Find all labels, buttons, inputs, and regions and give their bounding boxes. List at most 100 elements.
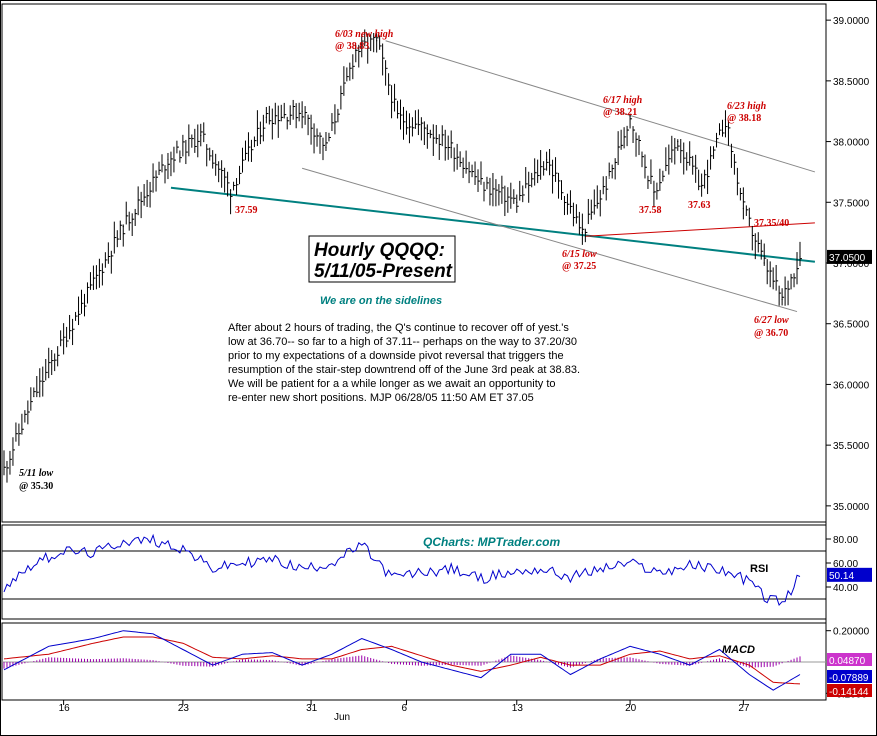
trendline	[170, 186, 816, 263]
price-point	[701, 185, 703, 188]
macd-label: MACD	[722, 644, 755, 656]
x-month-label: Jun	[334, 712, 350, 723]
price-point	[608, 177, 610, 179]
price-y-tick-label: 36.0000	[833, 380, 870, 391]
annotation-37-35-40: 37.35/40	[754, 218, 789, 229]
rsi-line	[3, 533, 801, 606]
commentary-line-4: resumption of the stair-step downtrend o…	[228, 364, 580, 376]
price-point	[677, 140, 679, 143]
price-point	[763, 262, 765, 264]
annotation-6-27-low-value: @ 36.70	[754, 328, 788, 339]
annotation-6-17-high: 6/17 high	[603, 95, 643, 106]
annotation-6-15-low-value: @ 37.25	[562, 261, 596, 272]
x-tick-label: 31	[306, 703, 318, 714]
rsi-y-tick-label: 60.00	[833, 559, 858, 570]
price-point	[376, 40, 378, 42]
macd-value-box	[827, 670, 872, 683]
last-price-box	[827, 249, 872, 264]
price-y-tick-label: 38.0000	[833, 138, 870, 149]
price-y-tick-label: 39.0000	[833, 16, 870, 27]
annotation-6-15-low: 6/15 low	[562, 249, 597, 260]
x-tick-label: 13	[512, 703, 524, 714]
status-note: We are on the sidelines	[320, 295, 442, 307]
price-y-tick-label: 35.0000	[833, 502, 870, 513]
price-y-tick-label: 37.0000	[833, 259, 870, 270]
price-point	[200, 134, 202, 137]
price-point	[581, 232, 583, 234]
commentary-line-2: low at 36.70-- so far to a high of 37.11…	[228, 336, 577, 348]
watermark: QCharts: MPTrader.com	[423, 535, 560, 549]
trendline	[301, 167, 798, 313]
annotation-6-27-low: 6/27 low	[754, 315, 789, 326]
x-tick-label: 23	[178, 703, 190, 714]
commentary-line-5: We will be patient for a a while longer …	[228, 378, 556, 390]
price-point	[325, 147, 327, 149]
last-price-label: 37.0500	[829, 253, 866, 264]
price-point	[799, 256, 801, 258]
macd-value-box	[827, 684, 872, 697]
rsi-label: RSI	[750, 563, 768, 575]
annotation-37-58: 37.58	[639, 205, 662, 216]
macd-layer: 0.20000-0.20000.04870-0.07889-0.14144	[2, 627, 872, 700]
macd-value-label: 0.04870	[829, 656, 866, 667]
x-tick-label: 20	[625, 703, 637, 714]
price-point	[265, 116, 267, 118]
annotation-37-59: 37.59	[235, 205, 258, 216]
macd-value-box	[827, 653, 872, 666]
price-point	[516, 201, 518, 203]
annotation-6-17-high-value: @ 38.21	[603, 107, 637, 118]
annotation-6-03-high: 6/03 new high	[335, 29, 394, 40]
chart-subtitle: 5/11/05-Present	[314, 261, 453, 282]
annotation-5-11-low-value: @ 35.30	[19, 481, 53, 492]
macd-line	[3, 630, 801, 691]
price-y-tick-label: 37.5000	[833, 198, 870, 209]
price-point	[122, 225, 124, 228]
x-tick-label: 6	[401, 703, 407, 714]
macd-y-tick-label: 0.20000	[833, 627, 870, 638]
price-point	[355, 49, 357, 52]
price-point	[653, 191, 655, 194]
price-point	[229, 189, 232, 191]
price-point	[426, 128, 428, 131]
price-point	[167, 159, 169, 161]
macd-value-label: -0.07889	[829, 673, 869, 684]
price-point	[33, 395, 35, 398]
commentary-line-6: re-enter new short positions. MJP 06/28/…	[228, 392, 534, 404]
x-tick-label: 27	[738, 703, 750, 714]
price-point	[742, 207, 744, 209]
rsi-y-tick-label: 40.00	[833, 583, 858, 594]
annotation-6-23-high: 6/23 high	[727, 101, 767, 112]
price-y-tick-label: 36.5000	[833, 320, 870, 331]
price-point	[629, 115, 631, 117]
annotation-6-03-high-value: @ 38.83	[335, 41, 369, 52]
price-point	[545, 159, 548, 161]
price-y-tick-label: 35.5000	[833, 441, 870, 452]
annotation-37-63: 37.63	[688, 200, 711, 211]
trendline	[585, 222, 815, 237]
annotation-6-23-high-value: @ 38.18	[727, 113, 761, 124]
price-point	[480, 183, 482, 185]
macd-signal-line	[3, 636, 801, 685]
rsi-y-tick-label: 80.00	[833, 535, 858, 546]
title-box	[308, 235, 456, 283]
chart-title: Hourly QQQQ:	[314, 240, 445, 261]
trendline	[385, 40, 816, 173]
x-axis: 16 23 31 6 13 20 27	[59, 700, 750, 714]
price-point	[3, 468, 5, 471]
price-point	[396, 116, 399, 118]
rsi-value-label: 50.14	[829, 571, 854, 582]
commentary-line-1: After about 2 hours of trading, the Q's …	[228, 322, 569, 334]
price-point	[724, 119, 727, 121]
price-layer: 39.0000 38.5000 38.0000 37.5000 37.0000 36.50…	[3, 16, 872, 513]
rsi-value-box	[827, 567, 872, 582]
price-point	[450, 147, 452, 149]
commentary-line-3: prior to my expectations of a downside p…	[228, 350, 564, 362]
x-tick-label: 16	[59, 703, 71, 714]
price-y-tick-label: 38.5000	[833, 77, 870, 88]
macd-value-label: -0.14144	[829, 687, 869, 698]
price-point	[301, 110, 303, 112]
annotation-5-11-low: 5/11 low	[19, 468, 54, 479]
